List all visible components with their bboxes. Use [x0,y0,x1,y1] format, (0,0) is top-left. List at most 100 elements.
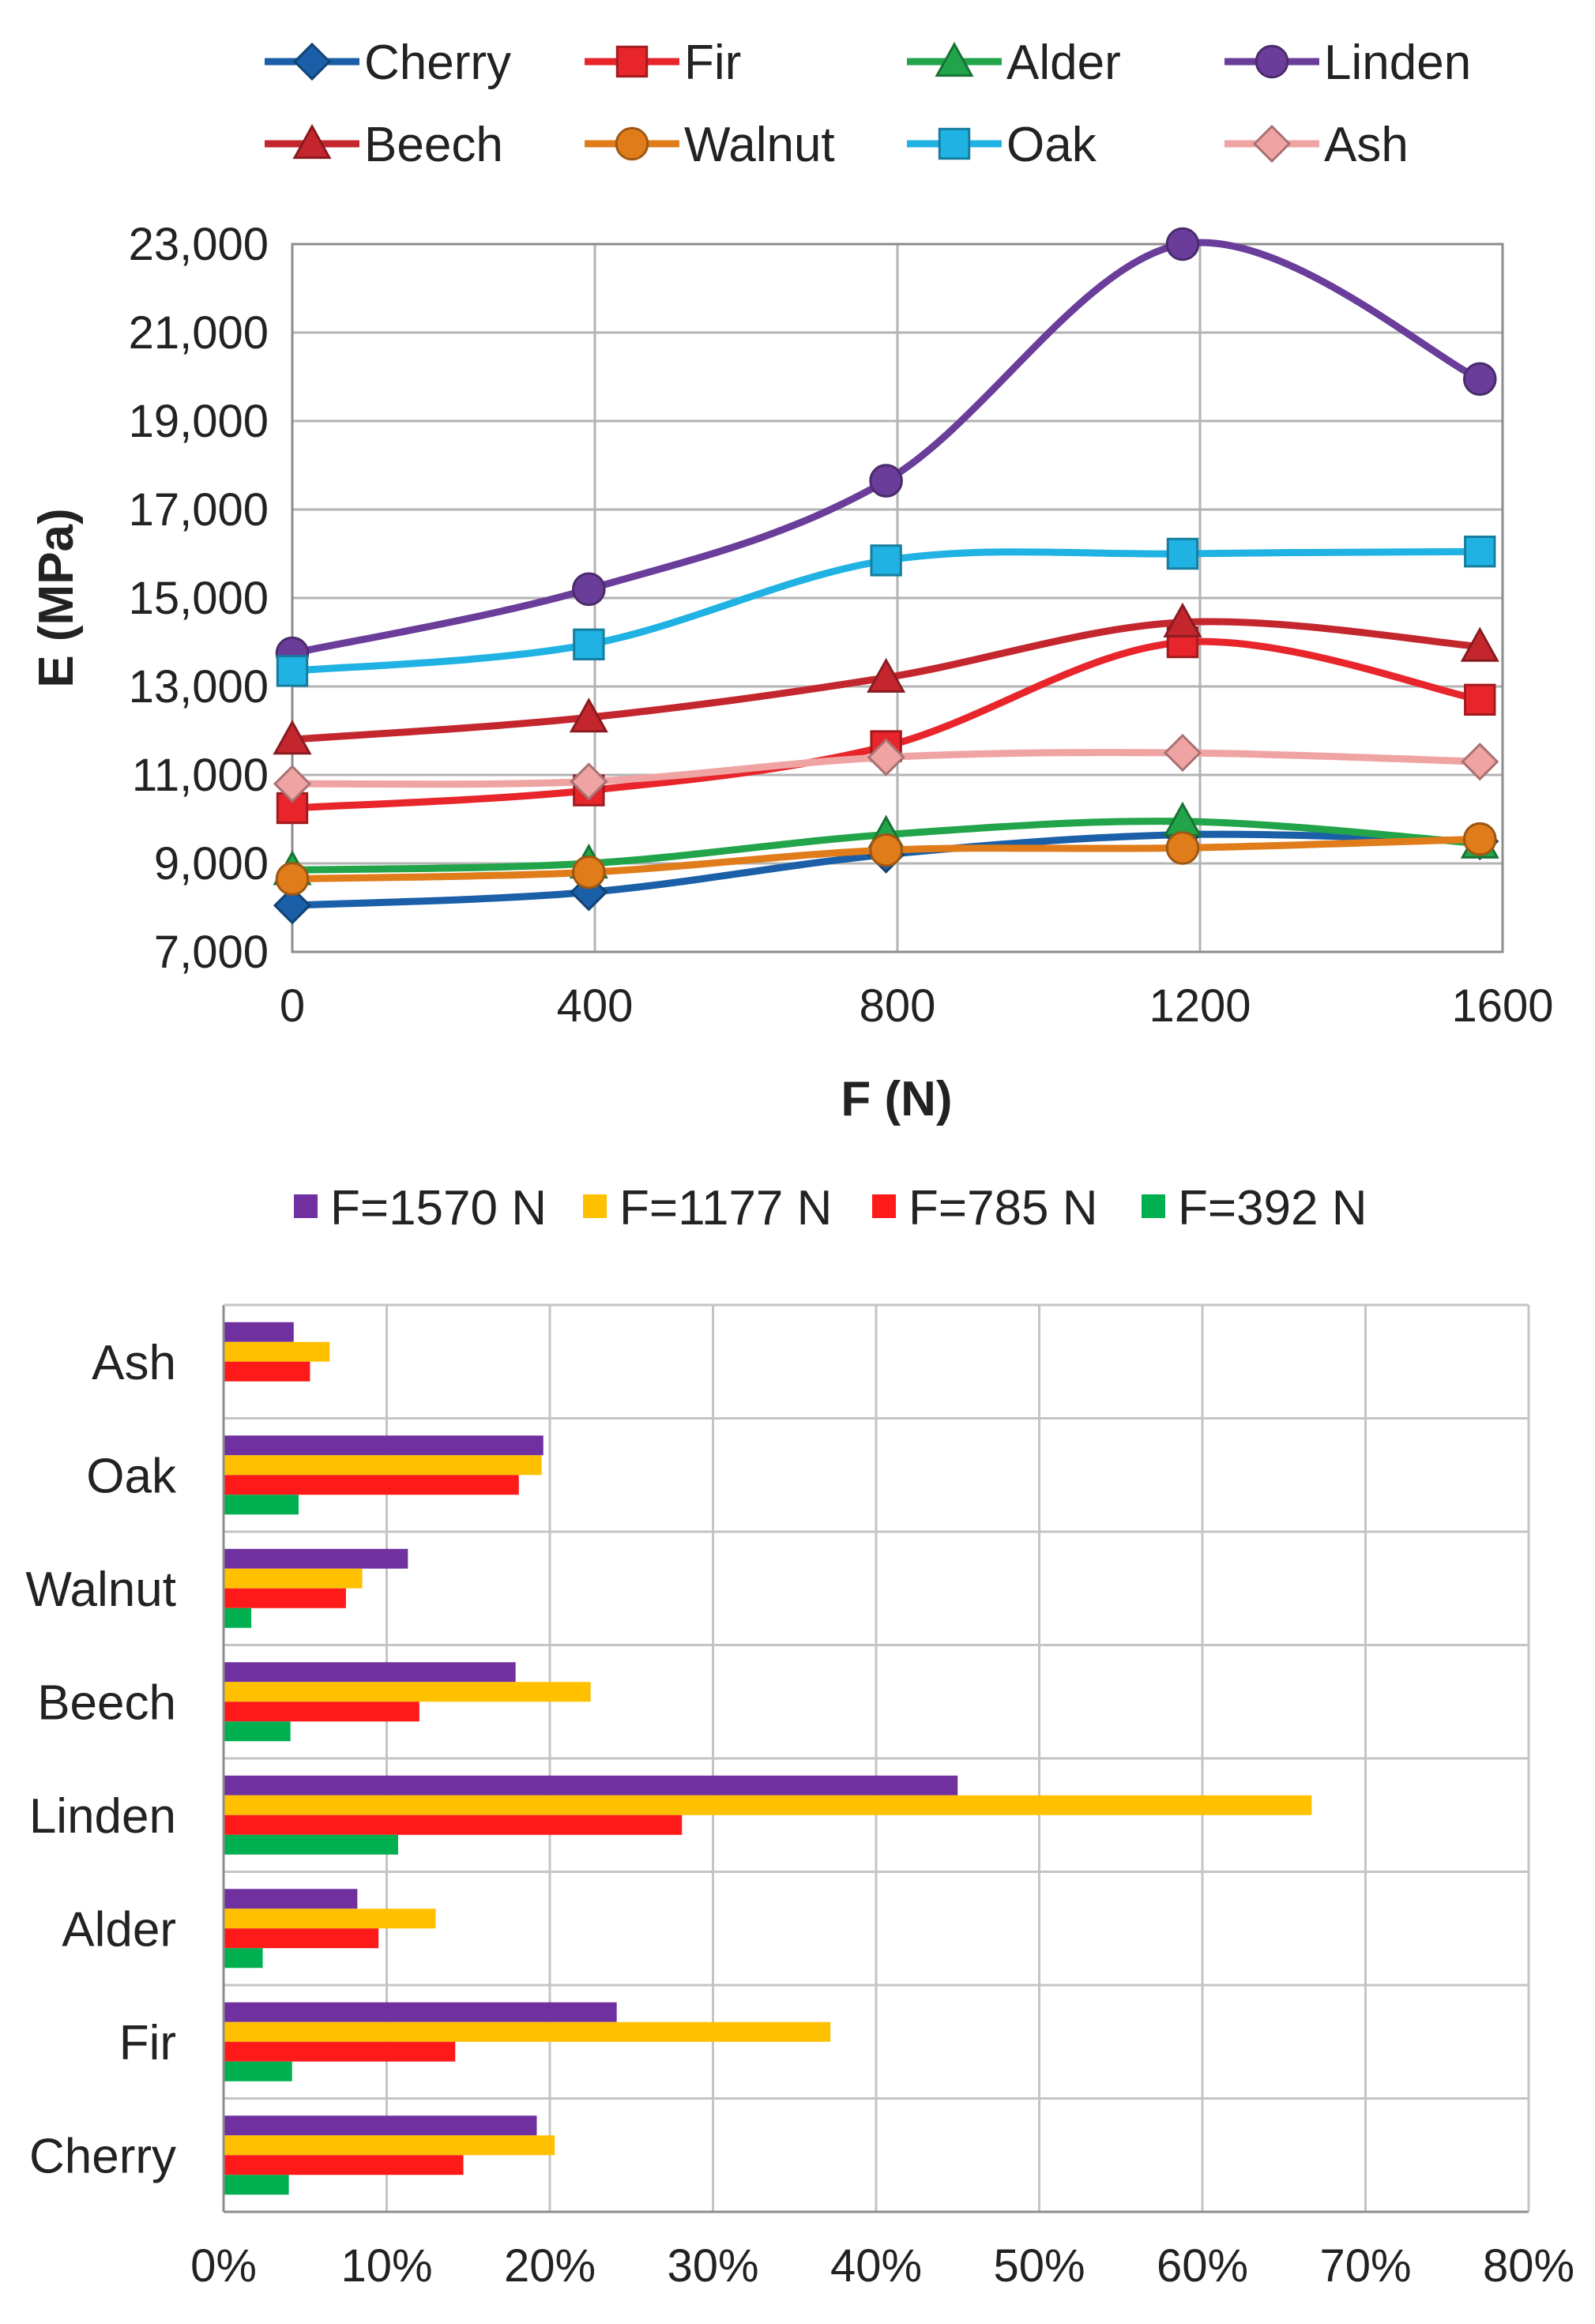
legend-item-oak: Oak [907,118,1097,172]
data-point-linden [1165,227,1200,261]
data-point-beech [273,720,312,755]
data-point-oak [870,544,902,577]
legend-swatch [1142,1194,1165,1218]
bar-group-walnut [224,1548,408,1628]
x-tick-label: 0% [190,2240,257,2292]
x-tick-label: 10% [340,2240,432,2292]
legend-marker [292,42,332,81]
bar-alder-f-1177-n [224,1908,436,1929]
data-point-ash [1163,733,1202,773]
data-point-beech [1163,602,1202,637]
legend-swatch [583,1194,607,1218]
category-label: Oak [86,1449,177,1503]
y-tick-label: 17,000 [129,484,269,536]
category-label: Cherry [29,2129,176,2183]
bar-fir-f-392-n [224,2061,292,2081]
data-point-walnut [1462,822,1497,856]
legend-label: F=1177 N [619,1181,832,1235]
category-label: Linden [29,1789,176,1844]
line-chart: Cherry Fir Alder Linden Beech Walnut Oak Ash 7,… [29,36,1554,1126]
bar-cherry-f-1177-n [224,2135,555,2156]
legend-label: F=785 N [908,1181,1098,1235]
bar-walnut-f-392-n [224,1608,252,1628]
legend-label: Walnut [684,118,835,172]
y-tick-label: 23,000 [129,219,269,270]
legend-item-f-785-n: F=785 N [872,1181,1098,1235]
bar-linden-f-785-n [224,1814,683,1835]
bar-beech-f-1177-n [224,1682,591,1702]
bar-alder-f-1570-n [224,1889,358,1909]
legend-item-cherry: Cherry [265,36,511,90]
bar-ash-f-1177-n [224,1341,330,1362]
data-point-oak [1464,536,1496,568]
legend-label: Linden [1324,36,1471,90]
x-tick-label: 30% [667,2240,758,2292]
x-tick-label: 1600 [1451,980,1553,1032]
bar-chart-grid [222,1305,1530,2212]
bar-alder-f-785-n [224,1928,379,1949]
legend-marker [615,126,649,161]
legend-marker [935,41,974,77]
bar-beech-f-785-n [224,1702,419,1722]
x-tick-label: 60% [1157,2240,1248,2292]
x-tick-label: 80% [1483,2240,1574,2292]
legend-swatch [872,1194,896,1218]
legend-marker [1255,44,1289,79]
bar-chart-axes: 0% 10% 20% 30% 40% 50% 60% 70% 80% Ash Oak Walnut Be… [25,1303,1574,2292]
category-label: Alder [62,1902,176,1957]
bar-beech-f-1570-n [224,1662,516,1683]
legend-label: Oak [1006,118,1097,172]
legend-item-f-1570-n: F=1570 N [294,1181,547,1235]
bar-group-alder [224,1889,436,1969]
data-point-linden [572,572,606,607]
data-point-ash [273,765,312,803]
legend-label: Ash [1324,118,1409,172]
bar-beech-f-392-n [224,1721,291,1742]
y-tick-label: 7,000 [154,927,269,978]
line-chart-axes: 7,000 9,000 11,000 13,000 15,000 17,000 19,000… [129,219,1554,1032]
legend-marker [615,45,649,78]
bar-ash-f-785-n [224,1361,310,1382]
line-chart-series [273,227,1499,925]
data-point-linden [869,464,903,498]
bar-ash-f-1570-n [224,1322,294,1342]
bar-oak-f-1177-n [224,1455,542,1476]
data-point-ash [1461,743,1499,781]
data-point-walnut [869,833,903,867]
data-point-walnut [275,862,310,896]
x-tick-label: 40% [830,2240,922,2292]
bar-oak-f-392-n [224,1495,299,1515]
data-point-oak [573,628,605,660]
bar-cherry-f-1570-n [224,2115,537,2136]
data-point-ash [867,738,905,777]
bar-linden-f-1570-n [224,1775,958,1796]
bar-walnut-f-785-n [224,1588,346,1608]
y-tick-label: 15,000 [129,573,269,624]
legend-item-walnut: Walnut [585,118,835,172]
legend-item-alder: Alder [907,36,1121,90]
x-tick-label: 50% [993,2240,1085,2292]
legend-marker [1252,124,1292,164]
series-linden [275,227,1497,671]
data-point-beech [1460,626,1499,662]
bar-fir-f-1570-n [224,2002,617,2022]
legend-label: Cherry [364,36,511,90]
x-axis-title: F (N) [841,1072,952,1126]
legend-marker [938,127,971,160]
bar-group-cherry [224,2115,555,2195]
data-point-ash [570,762,608,801]
y-tick-label: 21,000 [129,307,269,359]
data-point-fir [276,792,309,825]
legend-swatch [294,1194,318,1218]
legend-item-f-1177-n: F=1177 N [583,1181,832,1235]
legend-item-fir: Fir [585,36,741,90]
y-tick-label: 9,000 [154,838,269,889]
y-axis-title: E (MPa) [29,508,84,687]
legend-label: Alder [1006,36,1121,90]
legend-item-f-392-n: F=392 N [1142,1181,1367,1235]
data-point-cherry [273,886,312,925]
bar-oak-f-1570-n [224,1435,544,1456]
y-tick-label: 19,000 [129,396,269,447]
category-label: Fir [119,2016,176,2070]
